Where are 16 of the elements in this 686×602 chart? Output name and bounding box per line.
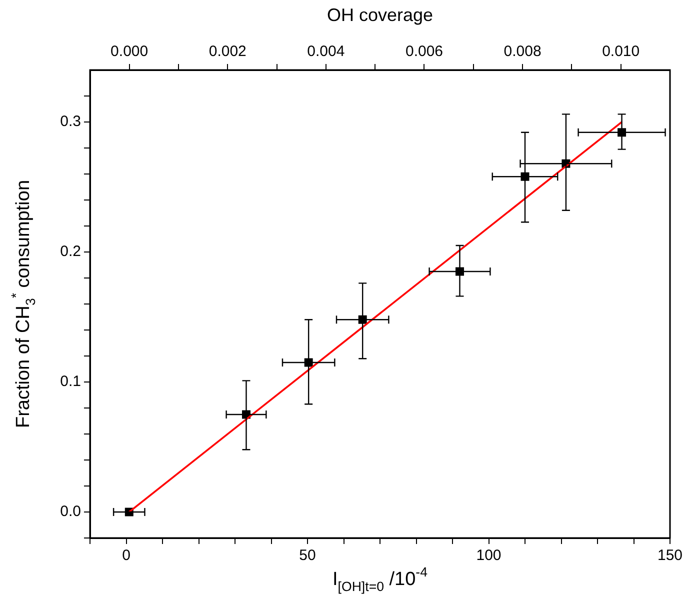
y-tick-label: 0.2 xyxy=(60,243,81,260)
x2-tick-label: 0.008 xyxy=(504,43,542,60)
y-tick-label: 0.0 xyxy=(60,503,81,520)
x2-tick-label: 0.002 xyxy=(208,43,246,60)
x-tick-label: 100 xyxy=(476,547,502,564)
y-tick-label: 0.1 xyxy=(60,373,81,390)
y-axis-title: Fraction of CH3* consumption xyxy=(8,180,38,428)
x-tick-label: 50 xyxy=(299,547,316,564)
x2-tick-label: 0.000 xyxy=(110,43,148,60)
x-tick-label: 150 xyxy=(657,547,683,564)
x-tick-label: 0 xyxy=(122,547,130,564)
x2-tick-label: 0.006 xyxy=(405,43,444,60)
x2-axis-title: OH coverage xyxy=(326,4,434,25)
y-tick-label: 0.3 xyxy=(60,113,81,130)
x2-tick-label: 0.010 xyxy=(602,43,640,60)
x2-tick-label: 0.004 xyxy=(307,43,345,60)
